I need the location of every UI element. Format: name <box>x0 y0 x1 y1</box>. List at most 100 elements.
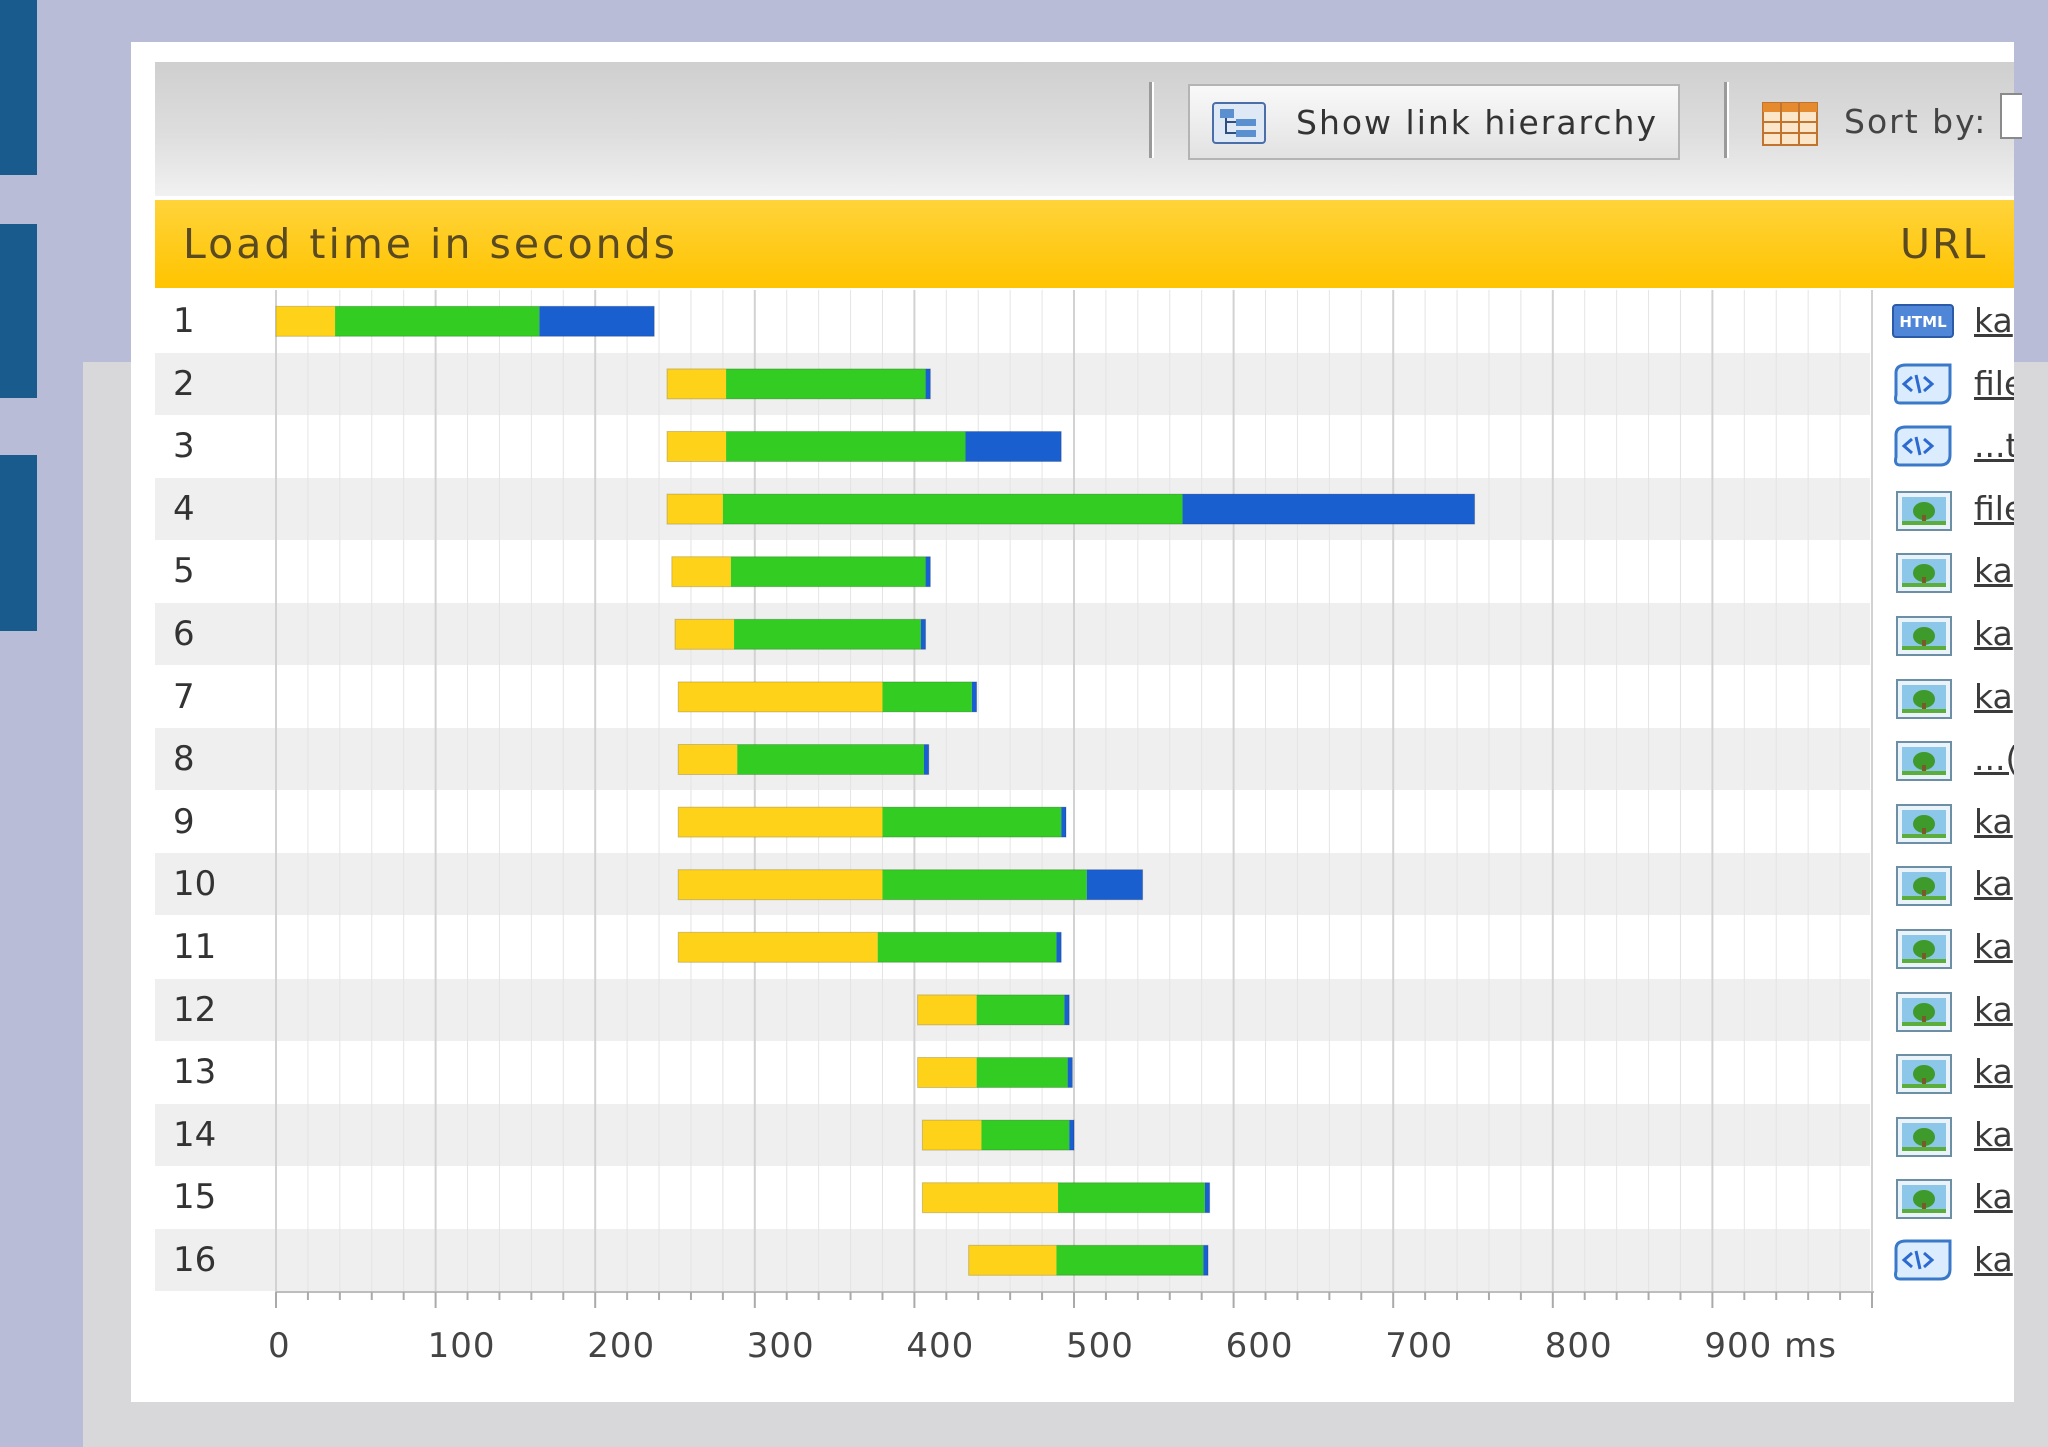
bar-segment-phase-1 <box>678 744 738 775</box>
image-icon <box>1896 929 1952 973</box>
bar-segment-phase-3 <box>1203 1245 1209 1276</box>
url-link[interactable]: ka <box>1974 801 2013 841</box>
bar-segment-phase-3 <box>1086 869 1143 900</box>
url-cell: ka <box>1870 1166 2014 1229</box>
bar-segment-phase-3 <box>923 744 929 775</box>
bar-segment-phase-2 <box>722 494 1183 525</box>
url-link[interactable]: ka <box>1974 676 2013 716</box>
row-stripe <box>155 728 2014 791</box>
bar-outline <box>671 556 931 588</box>
row-number: 12 <box>173 989 217 1030</box>
x-tick-label: 300 <box>747 1326 815 1366</box>
bar-segment-phase-2 <box>882 681 972 712</box>
bar-segment-phase-2 <box>1056 1245 1204 1276</box>
x-tick-label: 600 <box>1226 1326 1294 1366</box>
x-tick-label: 0 <box>268 1326 291 1366</box>
bar-segment-phase-1 <box>678 681 883 712</box>
bar-outline <box>677 744 930 775</box>
row-number: 8 <box>173 739 195 780</box>
url-link[interactable]: ka <box>1974 1240 2013 1279</box>
bar-segment-phase-3 <box>1067 1057 1073 1088</box>
bar-segment-phase-2 <box>882 869 1087 900</box>
toolbar <box>155 62 2014 196</box>
url-cell: ka <box>1870 603 2014 665</box>
bar-segment-phase-1 <box>667 368 727 399</box>
bar-segment-phase-2 <box>976 994 1065 1025</box>
row-stripe <box>155 352 2014 415</box>
script-icon <box>1892 421 1956 473</box>
toolbar-separator <box>1724 82 1727 158</box>
row-number: 5 <box>173 551 195 592</box>
bar-segment-phase-3 <box>965 431 1062 462</box>
url-cell: ka <box>1870 540 2014 603</box>
html-icon: HTML <box>1892 304 1954 342</box>
bar-segment-phase-3 <box>1182 494 1475 525</box>
image-icon <box>1896 490 1952 535</box>
bar-outline <box>677 931 1062 963</box>
show-link-hierarchy-label: Show link hierarchy <box>1296 103 1658 142</box>
bar-outline <box>666 493 1476 525</box>
url-link[interactable]: ka <box>1974 864 2013 904</box>
row-number: 9 <box>173 801 195 842</box>
image-icon <box>1896 991 1952 1036</box>
row-number: 14 <box>173 1114 217 1155</box>
url-link[interactable]: ka <box>1974 927 2013 966</box>
url-cell: ka <box>1870 916 2014 978</box>
url-link[interactable]: file <box>1974 363 2014 403</box>
bar-segment-phase-3 <box>1069 1120 1074 1151</box>
sort-by-dropdown[interactable] <box>2000 93 2022 139</box>
image-icon <box>1896 678 1952 723</box>
bar-segment-phase-1 <box>671 556 731 587</box>
bar-segment-phase-2 <box>981 1120 1070 1151</box>
image-icon <box>1896 866 1952 910</box>
url-cell: ka <box>1870 1041 2014 1104</box>
image-icon <box>1896 1179 1952 1223</box>
url-cell: ka <box>1870 1103 2014 1166</box>
url-link[interactable]: ka <box>1974 1052 2013 1092</box>
x-tick-label: 400 <box>906 1326 974 1366</box>
bar-outline <box>666 431 1062 462</box>
url-cell: ...( <box>1870 728 2014 791</box>
bar-segment-phase-1 <box>667 431 727 462</box>
url-link[interactable]: ka <box>1974 551 2013 591</box>
slide-decoration-bar <box>0 0 37 175</box>
url-cell: ka <box>1870 665 2014 728</box>
bar-segment-phase-2 <box>726 368 926 399</box>
bar-outline <box>666 368 931 400</box>
row-stripe <box>155 1103 2014 1166</box>
slide-decoration-bar <box>0 455 37 631</box>
row-number: 10 <box>173 864 217 905</box>
x-tick-label: 700 <box>1385 1326 1453 1366</box>
script-icon <box>1892 359 1956 411</box>
show-link-hierarchy-button[interactable]: Show link hierarchy <box>1188 84 1680 160</box>
bar-segment-phase-1 <box>917 994 977 1025</box>
image-icon <box>1896 1116 1952 1161</box>
x-tick-label: 500 <box>1066 1326 1134 1366</box>
image-icon <box>1896 1054 1952 1098</box>
image-icon <box>1896 553 1952 597</box>
url-link[interactable]: ka <box>1974 301 2013 340</box>
url-link[interactable]: ka <box>1974 614 2013 653</box>
row-number: 6 <box>173 614 195 654</box>
bar-outline <box>674 618 927 650</box>
bar-segment-phase-1 <box>678 869 883 900</box>
image-icon <box>1896 616 1952 660</box>
bar-segment-phase-1 <box>276 306 336 337</box>
row-number: 16 <box>173 1240 217 1280</box>
url-link[interactable]: ka <box>1974 989 2013 1029</box>
row-number: 1 <box>173 301 195 341</box>
toolbar-separator <box>1149 82 1152 158</box>
slide-decoration-bar <box>0 224 37 398</box>
bar-segment-phase-2 <box>737 744 924 775</box>
bar-segment-phase-2 <box>730 556 926 587</box>
url-cell: HTML ka <box>1870 290 2014 352</box>
url-link[interactable]: ...( <box>1974 739 2014 779</box>
url-link[interactable]: ka <box>1974 1114 2013 1154</box>
url-column-header: URL <box>1900 220 1988 268</box>
bar-segment-phase-3 <box>925 556 931 587</box>
url-link[interactable]: ka <box>1974 1177 2013 1217</box>
url-link[interactable]: ...t <box>1974 426 2014 466</box>
url-cell: ka <box>1870 853 2014 916</box>
url-link[interactable]: file <box>1974 488 2014 528</box>
